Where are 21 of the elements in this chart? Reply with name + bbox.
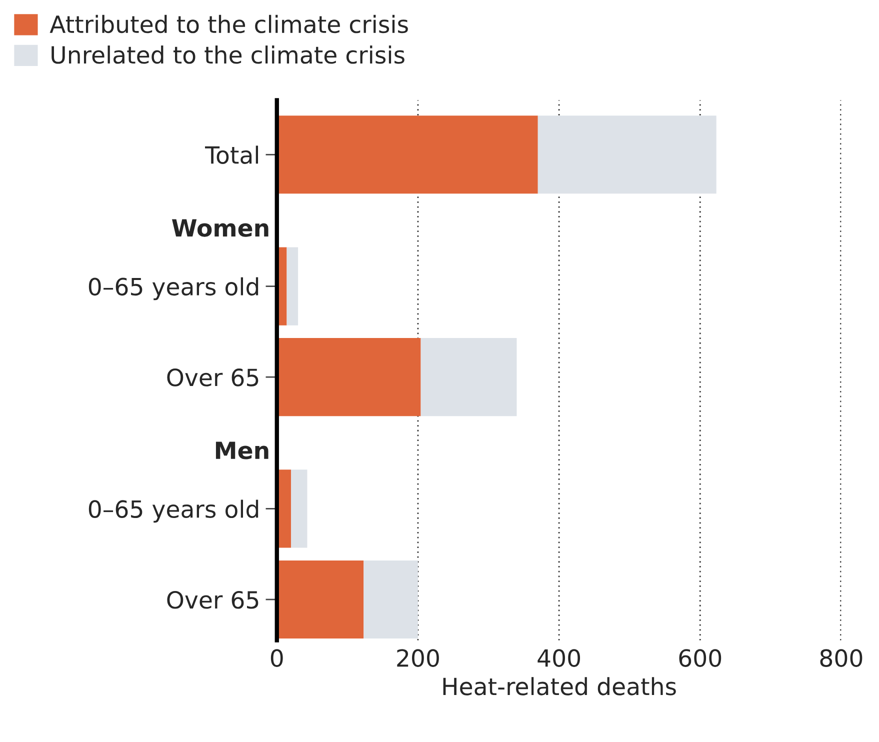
y-tick-label: 0–65 years old <box>88 277 258 300</box>
bar <box>420 338 517 416</box>
y-tick-label: 0–65 years old <box>88 500 258 523</box>
x-tick-label: 600 <box>679 649 722 667</box>
x-tick-label: 800 <box>820 649 862 667</box>
y-tick-label: Over 65 <box>167 590 258 609</box>
y-tick-label: Over 65 <box>167 368 258 386</box>
x-tick-label: 0 <box>270 649 283 667</box>
bar <box>538 116 716 194</box>
y-tick-label: Total <box>205 146 258 164</box>
x-tick-label: 200 <box>397 649 439 667</box>
text: Men <box>216 442 268 460</box>
text: Women <box>172 219 268 237</box>
bar <box>276 560 364 639</box>
bar <box>364 560 418 639</box>
bar <box>276 338 421 416</box>
legend-label: Unrelated to the climate crisis <box>52 46 404 64</box>
x-axis-title: Heat-related deaths <box>443 677 676 696</box>
bar <box>276 116 538 194</box>
x-tick-label: 400 <box>538 649 580 667</box>
legend-label: Attributed to the climate crisis <box>50 14 408 34</box>
